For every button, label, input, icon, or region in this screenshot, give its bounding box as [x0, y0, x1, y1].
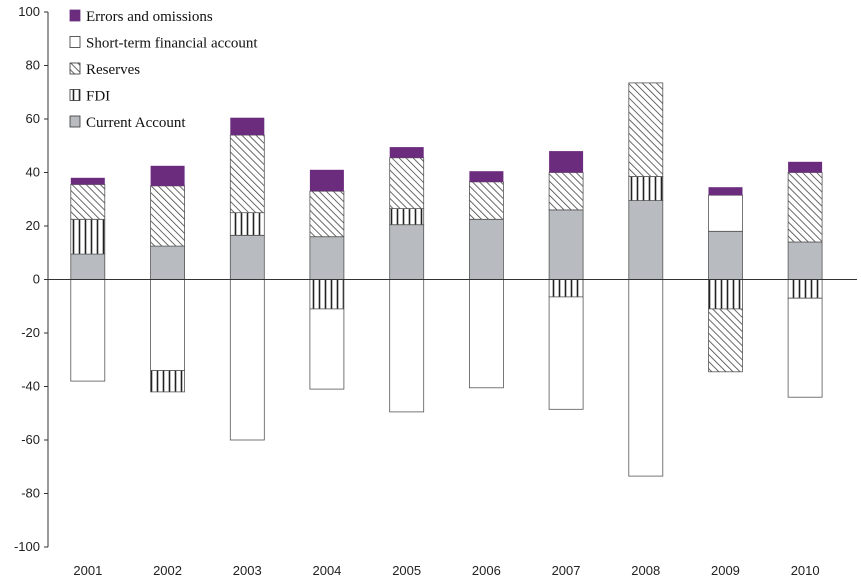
legend: Errors and omissions Short-term financial… — [69, 9, 258, 131]
bar-errors-and-omissions-2010 — [788, 161, 823, 173]
bar-reserves-2005 — [389, 157, 425, 210]
bars-layer — [70, 82, 823, 477]
x-tick-label: 2008 — [631, 563, 660, 578]
bar-current-account-2005 — [389, 224, 425, 280]
y-tick-label: 20 — [26, 218, 40, 233]
legend-label: Reserves — [86, 62, 140, 78]
legend-label: Current Account — [86, 115, 186, 131]
x-tick-label: 2009 — [711, 563, 740, 578]
bar-short-term-financial-account-2003 — [229, 279, 265, 441]
legend-label: Short-term financial account — [86, 36, 258, 52]
bar-errors-and-omissions-2006 — [469, 171, 504, 182]
y-tick-label: 40 — [26, 165, 40, 180]
x-tick-label: 2002 — [153, 563, 182, 578]
bar-reserves-2007 — [548, 172, 584, 211]
bar-errors-and-omissions-2002 — [150, 165, 185, 186]
bar-fdi-2001 — [70, 218, 106, 255]
bar-reserves-2009 — [708, 308, 743, 373]
bar-errors-and-omissions-2001 — [70, 177, 105, 185]
y-tick-label: 0 — [33, 272, 40, 287]
x-tick-label: 2004 — [312, 563, 341, 578]
bar-short-term-financial-account-2004 — [309, 308, 345, 390]
x-tick-label: 2005 — [392, 563, 421, 578]
y-tick-label: 80 — [26, 58, 40, 73]
y-tick-label: 60 — [26, 111, 40, 126]
bar-short-term-financial-account-2006 — [468, 279, 504, 389]
x-tick-label: 2006 — [472, 563, 501, 578]
bar-errors-and-omissions-2003 — [230, 117, 265, 136]
y-tick-label: -100 — [14, 539, 40, 554]
bar-short-term-financial-account-2010 — [787, 297, 823, 398]
bar-current-account-2008 — [628, 200, 664, 280]
bar-fdi-2003 — [229, 212, 265, 236]
bar-errors-and-omissions-2009 — [708, 187, 743, 196]
y-tick-label: -80 — [21, 486, 40, 501]
bar-reserves-2010 — [787, 172, 823, 243]
bar-fdi-2009 — [708, 279, 743, 310]
bar-fdi-2008 — [628, 176, 664, 202]
legend-swatch — [69, 89, 81, 101]
bar-errors-and-omissions-2007 — [549, 151, 584, 173]
y-tick-label: 100 — [18, 4, 40, 19]
y-tick-label: -40 — [21, 379, 40, 394]
bar-errors-and-omissions-2004 — [309, 169, 344, 192]
x-tick-label: 2003 — [233, 563, 262, 578]
bar-reserves-2004 — [309, 190, 345, 238]
legend-swatch — [69, 115, 81, 128]
bar-short-term-financial-account-2001 — [70, 279, 106, 382]
y-tick-label: -20 — [21, 325, 40, 340]
bar-fdi-2007 — [548, 279, 584, 298]
bar-fdi-2002 — [150, 370, 186, 393]
legend-swatch — [69, 9, 81, 22]
bar-reserves-2001 — [70, 184, 106, 220]
bar-short-term-financial-account-2002 — [150, 279, 186, 371]
legend-label: FDI — [86, 89, 110, 105]
bar-short-term-financial-account-2007 — [548, 296, 584, 410]
bar-current-account-2001 — [70, 253, 106, 280]
x-tick-label: 2001 — [73, 563, 102, 578]
legend-swatch — [69, 62, 81, 75]
bar-fdi-2004 — [309, 279, 345, 310]
x-tick-label: 2007 — [552, 563, 581, 578]
bar-short-term-financial-account-2008 — [628, 279, 664, 477]
legend-swatch — [69, 36, 81, 48]
axes: 100 80 60 40 20 0 -20 -40 -60 -80 -100 2001 2002 2003… — [14, 4, 857, 578]
bar-current-account-2009 — [708, 230, 743, 280]
bar-current-account-2010 — [787, 241, 823, 280]
bar-current-account-2003 — [229, 234, 265, 280]
bar-fdi-2010 — [787, 279, 823, 299]
bar-reserves-2003 — [229, 134, 265, 214]
bar-short-term-financial-account-2005 — [389, 279, 425, 413]
y-tick-label: -60 — [21, 432, 40, 447]
bar-errors-and-omissions-2005 — [389, 147, 424, 158]
legend-label: Errors and omissions — [86, 9, 213, 25]
bar-reserves-2002 — [150, 185, 186, 247]
bar-current-account-2002 — [150, 245, 186, 280]
x-tick-label: 2010 — [791, 563, 820, 578]
bar-current-account-2007 — [548, 209, 584, 280]
bar-reserves-2008 — [628, 82, 664, 177]
bar-reserves-2006 — [468, 181, 504, 220]
bar-fdi-2005 — [389, 208, 425, 226]
bar-short-term-financial-account-2009 — [708, 194, 743, 232]
bar-current-account-2004 — [309, 236, 345, 280]
bar-current-account-2006 — [468, 218, 504, 280]
